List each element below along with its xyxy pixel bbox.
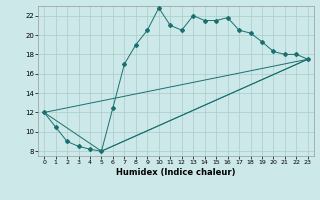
X-axis label: Humidex (Indice chaleur): Humidex (Indice chaleur) bbox=[116, 168, 236, 177]
